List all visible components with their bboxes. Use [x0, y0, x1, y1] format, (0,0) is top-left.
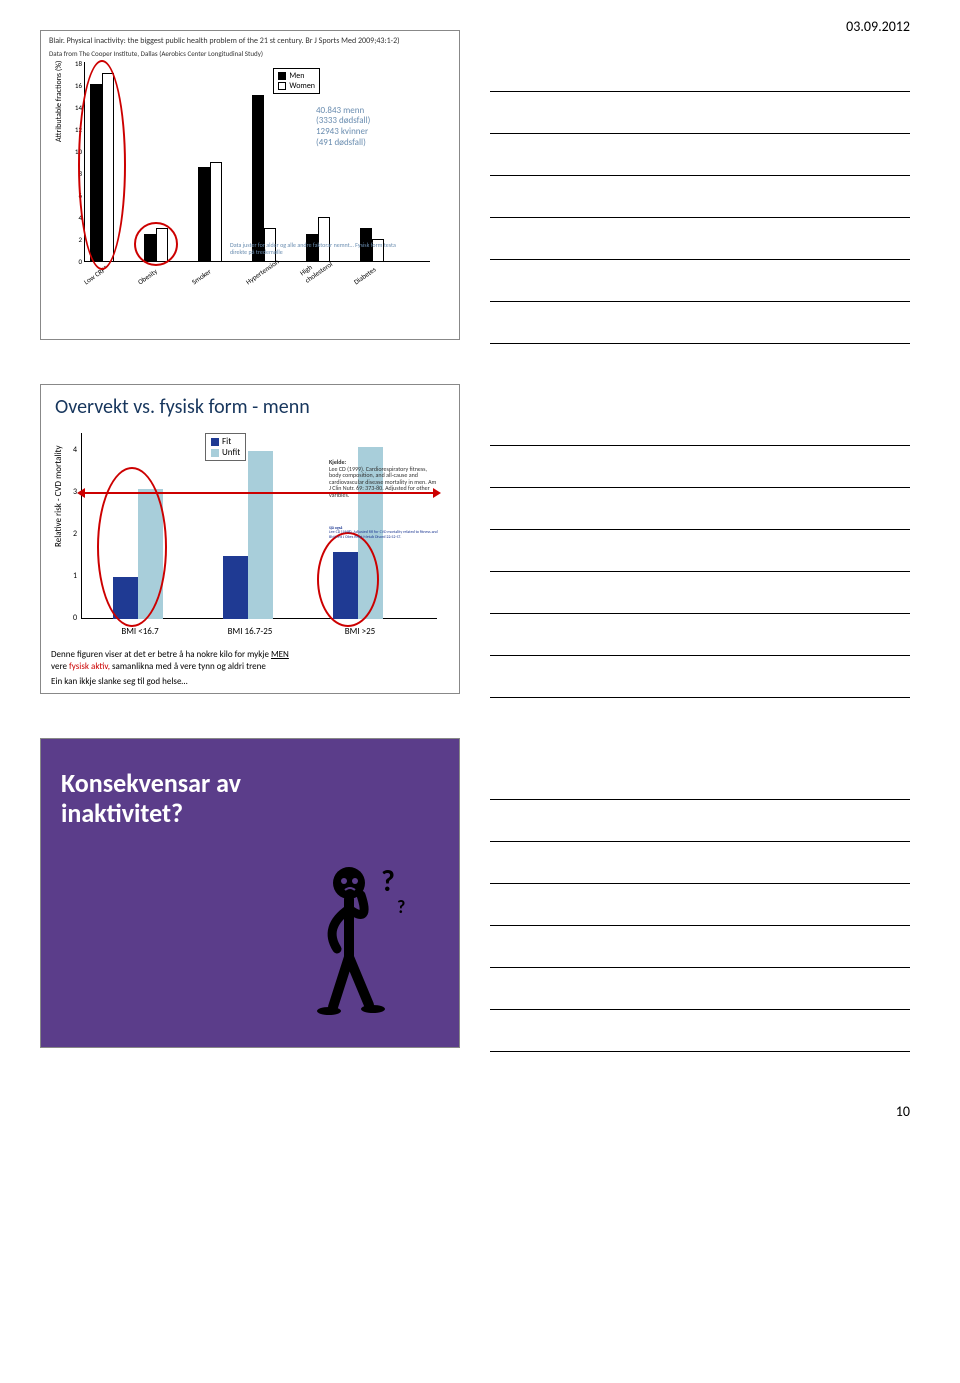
legend: Fit Unfit: [205, 433, 246, 461]
annotation: 40.843 menn (3333 dødsfall) 12943 kvinne…: [316, 106, 436, 149]
slide-2: Overvekt vs. fysisk form - menn Relative…: [40, 384, 460, 694]
thinking-figure-icon: ? ?: [309, 857, 419, 1017]
highlight-circle: [97, 467, 167, 627]
page-date: 03.09.2012: [846, 18, 910, 35]
notes-3: [490, 738, 910, 1052]
cap-red: fysisk aktiv,: [69, 661, 112, 672]
note-line: [490, 1010, 910, 1052]
legend-fit: Fit: [222, 436, 231, 447]
note-line: [490, 488, 910, 530]
note-line: [490, 614, 910, 656]
bar-fit: [223, 556, 248, 619]
note-line: [490, 968, 910, 1010]
note-line: [490, 176, 910, 218]
note-line: [490, 404, 910, 446]
legend-unfit: Unfit: [222, 447, 240, 458]
ytick: 4: [67, 445, 77, 455]
ytick: 1: [67, 571, 77, 581]
ytick: 0: [66, 257, 82, 266]
ytick: 4: [66, 213, 82, 222]
bar-women: [210, 162, 222, 262]
bar-unfit: [248, 451, 273, 619]
note-line: [490, 656, 910, 698]
slide-3: Konsekvensar av inaktivitet? ? ?: [40, 738, 460, 1048]
title-line: inaktivitet?: [61, 797, 183, 829]
ytick: 18: [66, 59, 82, 68]
note-line: [490, 842, 910, 884]
highlight-circle: [78, 60, 126, 270]
slide2-title: Overvekt vs. fysisk form - menn: [41, 385, 459, 423]
note-line: [490, 884, 910, 926]
legend: Men Women: [273, 68, 320, 94]
legend-women: Women: [289, 81, 315, 91]
source-text-2: Sjå også Lee CD (1998). Adjusted RR for …: [329, 527, 439, 540]
cap-underline: MEN: [271, 649, 289, 660]
cap-text: samanlikna med å vere tynn og aldri tren…: [112, 661, 266, 672]
slide1-chart: Attributable fractions (%) 18 16 14 12 1…: [60, 62, 440, 292]
ytick: 14: [66, 103, 82, 112]
note-line: [490, 926, 910, 968]
source2-body: Lee CD (1998). Adjusted RR for CVD morta…: [329, 530, 438, 539]
swatch-women: [278, 82, 286, 90]
note-line: [490, 800, 910, 842]
highlight-circle: [317, 532, 379, 627]
notes-2: [490, 384, 910, 698]
arrow-left: [77, 488, 85, 498]
bar-men: [198, 167, 210, 261]
x-label: BMI >25: [315, 626, 405, 637]
ytick: 0: [67, 613, 77, 623]
slide2-chart: Relative risk - CVD mortality 0 1 2 3 4 …: [55, 427, 445, 667]
page-number: 10: [896, 1103, 910, 1120]
swatch-unfit: [211, 449, 219, 457]
note-line: [490, 92, 910, 134]
chart-footer: Data juster for alder og alle andre fakt…: [230, 242, 410, 255]
svg-text:?: ?: [381, 863, 395, 900]
legend-men: Men: [289, 71, 304, 81]
cap-text: Ein kan ikkje slanke seg til god helse…: [51, 676, 188, 687]
note-line: [490, 302, 910, 344]
slide1-ylabel: Attributable fractions (%): [54, 60, 64, 141]
note-line: [490, 260, 910, 302]
ytick: 2: [66, 235, 82, 244]
slide1-title: Blair. Physical inactivity: the biggest …: [41, 31, 459, 49]
y-axis: [81, 433, 82, 619]
swatch-fit: [211, 438, 219, 446]
svg-text:?: ?: [397, 896, 405, 918]
note-line: [490, 134, 910, 176]
title-line: Konsekvensar av: [61, 767, 241, 799]
note-line: [490, 530, 910, 572]
swatch-men: [278, 72, 286, 80]
source-text: Kjelde: Lee CD (1999). Cardiorespiratory…: [329, 459, 439, 499]
ytick: 2: [67, 529, 77, 539]
note-line: [490, 218, 910, 260]
note-line: [490, 50, 910, 92]
x-label: BMI 16.7-25: [205, 626, 295, 637]
row-1: Blair. Physical inactivity: the biggest …: [40, 30, 920, 344]
annot-line: (491 dødsfall): [316, 138, 436, 149]
source-body: Lee CD (1999). Cardiorespiratory fitness…: [329, 465, 436, 499]
bar-men: [252, 95, 264, 262]
notes-1: [490, 30, 910, 344]
slide2-ylabel: Relative risk - CVD mortality: [53, 445, 64, 547]
row-2: Overvekt vs. fysisk form - menn Relative…: [40, 384, 920, 698]
cap-text: Denne figuren viser at det er betre å ha…: [51, 649, 271, 660]
slide2-caption: Denne figuren viser at det er betre å ha…: [51, 649, 453, 687]
slide3-title: Konsekvensar av inaktivitet?: [41, 739, 459, 829]
note-line: [490, 572, 910, 614]
slide-1: Blair. Physical inactivity: the biggest …: [40, 30, 460, 340]
highlight-circle: [134, 222, 178, 266]
ytick: 16: [66, 81, 82, 90]
x-label: BMI <16.7: [95, 626, 185, 637]
row-3: Konsekvensar av inaktivitet? ? ?: [40, 738, 920, 1052]
note-line: [490, 446, 910, 488]
cap-text: vere: [51, 661, 69, 672]
ytick: 3: [67, 487, 77, 497]
note-line: [490, 758, 910, 800]
